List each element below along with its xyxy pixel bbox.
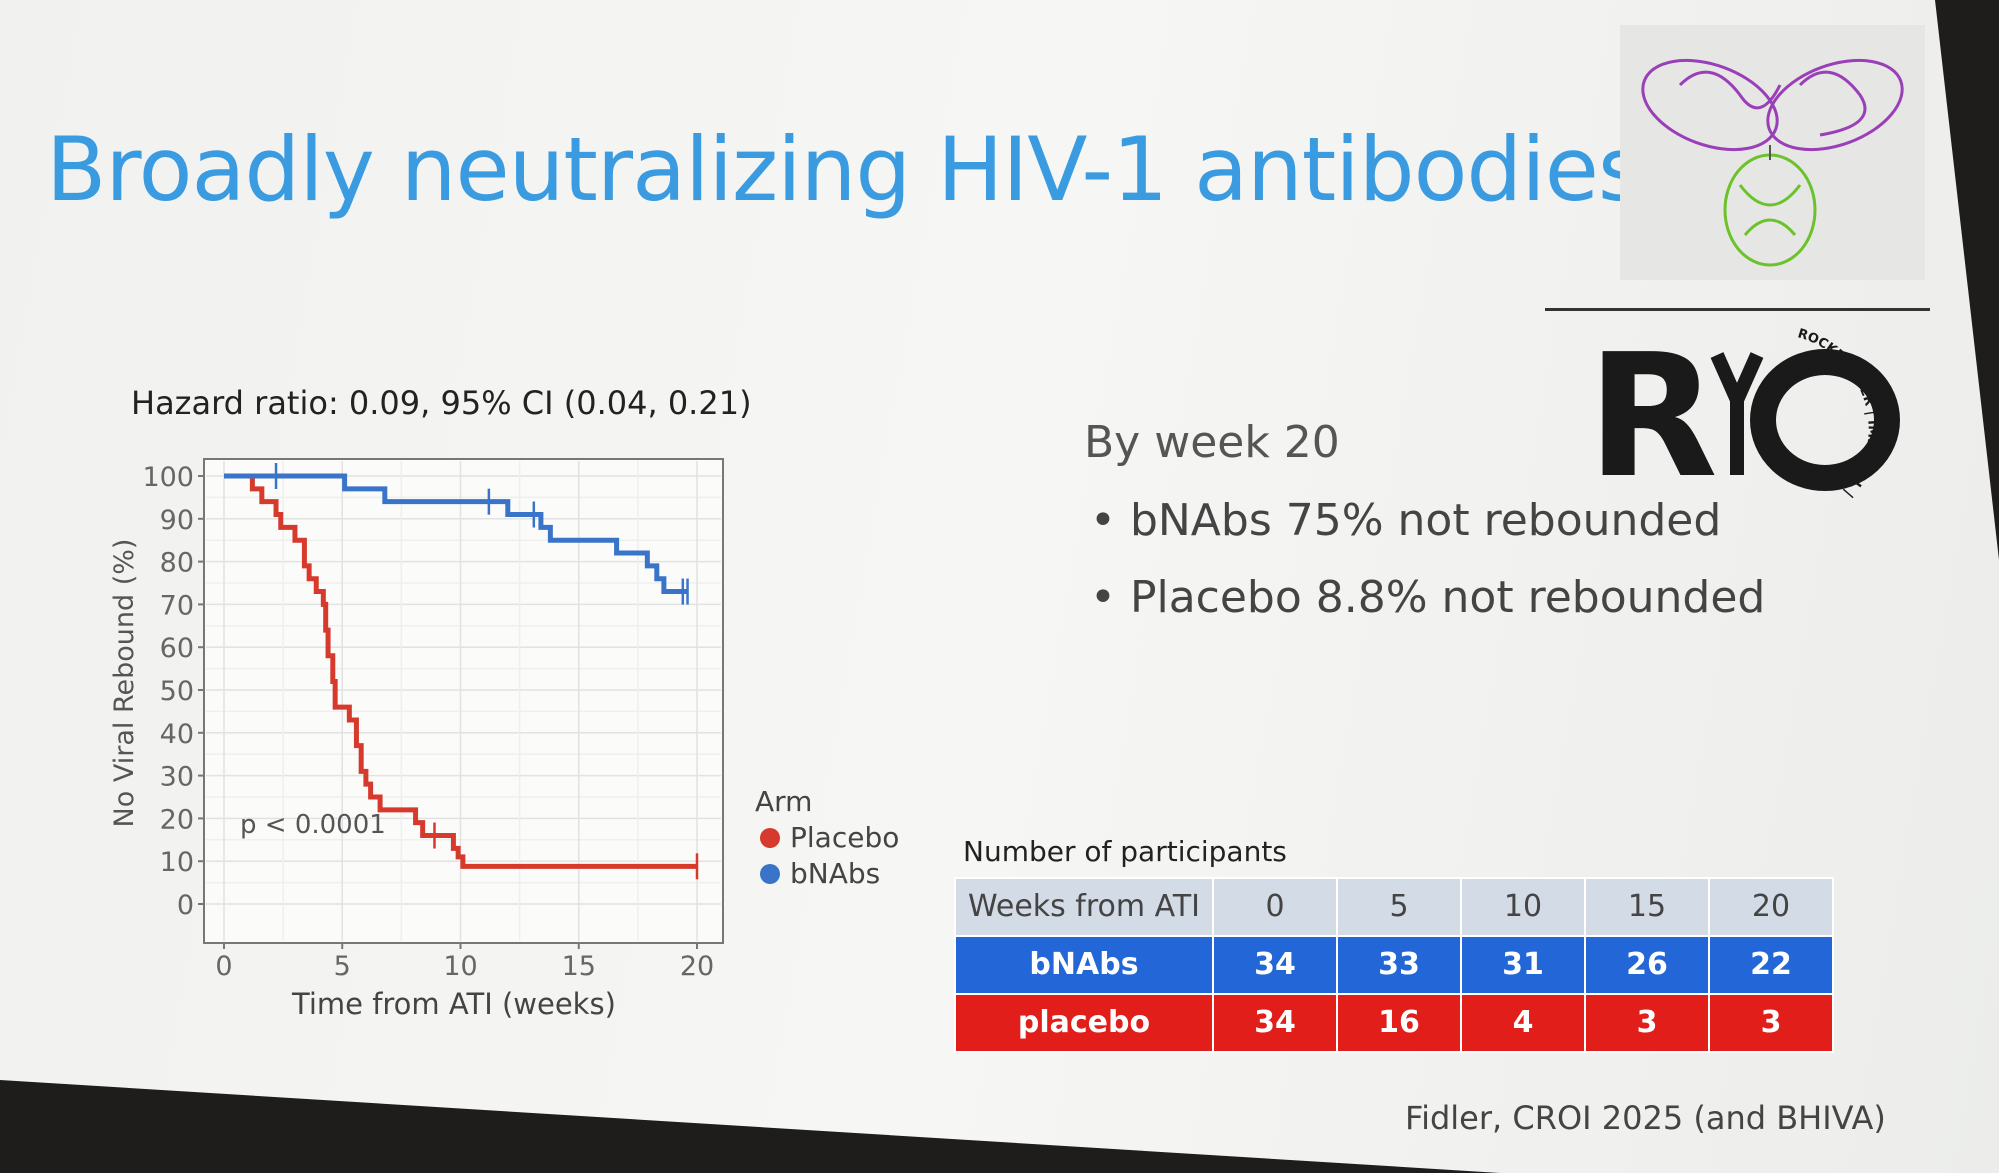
table-cell: 3 xyxy=(1584,993,1710,1053)
legend-label: bNAbs xyxy=(790,857,881,890)
x-tick-label: 15 xyxy=(562,951,596,982)
y-tick-label: 100 xyxy=(142,462,194,493)
summary-heading: By week 20 xyxy=(1084,417,1340,468)
table-cell: 34 xyxy=(1212,993,1338,1053)
table-row-bnabs: bNAbs 34 33 31 26 22 xyxy=(954,935,1834,995)
x-tick-label: 20 xyxy=(680,951,714,982)
header-cell: 20 xyxy=(1708,877,1834,937)
antibody-icon xyxy=(1641,58,1904,267)
x-tick-label: 0 xyxy=(215,951,232,982)
y-tick-label: 30 xyxy=(160,762,194,793)
chart-title: Hazard ratio: 0.09, 95% CI (0.04, 0.21) xyxy=(131,384,752,422)
y-tick-label: 0 xyxy=(177,890,194,921)
y-tick-label: 80 xyxy=(160,548,194,579)
participants-table: Weeks from ATI 0 5 10 15 20 bNAbs 34 33 … xyxy=(954,877,1834,1053)
y-tick-label: 10 xyxy=(160,847,194,878)
legend-title: Arm xyxy=(755,785,813,818)
y-tick-label: 40 xyxy=(160,719,194,750)
header-cell: 10 xyxy=(1460,877,1586,937)
antibody-structure-image xyxy=(1620,25,1925,280)
x-tick-label: 5 xyxy=(334,951,351,982)
km-curve-bnabs xyxy=(224,473,688,595)
x-axis-label: Time from ATI (weeks) xyxy=(292,987,616,1021)
citation: Fidler, CROI 2025 (and BHIVA) xyxy=(1405,1099,1886,1137)
table-cell: 26 xyxy=(1584,935,1710,995)
bullet-text: bNAbs 75% not rebounded xyxy=(1129,495,1722,546)
rio-logo: R ROCKEFELLER | IMPERIAL | OXFORD xyxy=(1581,314,1912,516)
y-tick-label: 90 xyxy=(160,505,194,536)
header-cell: 0 xyxy=(1212,877,1338,937)
table-cell: 31 xyxy=(1460,935,1586,995)
bnabs-dot-icon xyxy=(760,864,780,884)
y-tick-label: 60 xyxy=(160,633,194,664)
table-header-row: Weeks from ATI 0 5 10 15 20 xyxy=(954,877,1834,937)
row-label: placebo xyxy=(954,993,1214,1053)
slide-title: Broadly neutralizing HIV-1 antibodies xyxy=(46,118,1644,221)
row-label: bNAbs xyxy=(954,935,1214,995)
table-row-placebo: placebo 34 16 4 3 3 xyxy=(954,993,1834,1053)
table-cell: 4 xyxy=(1460,993,1586,1053)
plot-panel xyxy=(203,458,724,944)
y-tick-label: 50 xyxy=(160,676,194,707)
km-curve-placebo xyxy=(224,473,697,869)
table-cell: 16 xyxy=(1336,993,1462,1053)
y-tick-label: 70 xyxy=(160,590,194,621)
svg-text:R: R xyxy=(1587,325,1718,500)
table-cell: 3 xyxy=(1708,993,1834,1053)
p-value-annotation: p < 0.0001 xyxy=(240,810,386,840)
summary-bullet: • Placebo 8.8% not rebounded xyxy=(1090,572,1766,623)
legend-placebo: Placebo xyxy=(760,822,899,854)
table-cell: 22 xyxy=(1708,935,1834,995)
table-cell: 33 xyxy=(1336,935,1462,995)
header-cell: 5 xyxy=(1336,877,1462,937)
bullet-text: Placebo 8.8% not rebounded xyxy=(1129,572,1766,623)
placebo-dot-icon xyxy=(760,828,780,848)
summary-bullet: • bNAbs 75% not rebounded xyxy=(1090,495,1722,546)
legend-label: Placebo xyxy=(790,821,900,854)
y-tick-label: 20 xyxy=(160,804,194,835)
legend-bnabs: bNAbs xyxy=(760,858,880,890)
table-title: Number of participants xyxy=(963,835,1287,868)
x-tick-label: 10 xyxy=(443,951,477,982)
header-cell: Weeks from ATI xyxy=(954,877,1214,937)
divider xyxy=(1545,308,1930,311)
table-cell: 34 xyxy=(1212,935,1338,995)
header-cell: 15 xyxy=(1584,877,1710,937)
